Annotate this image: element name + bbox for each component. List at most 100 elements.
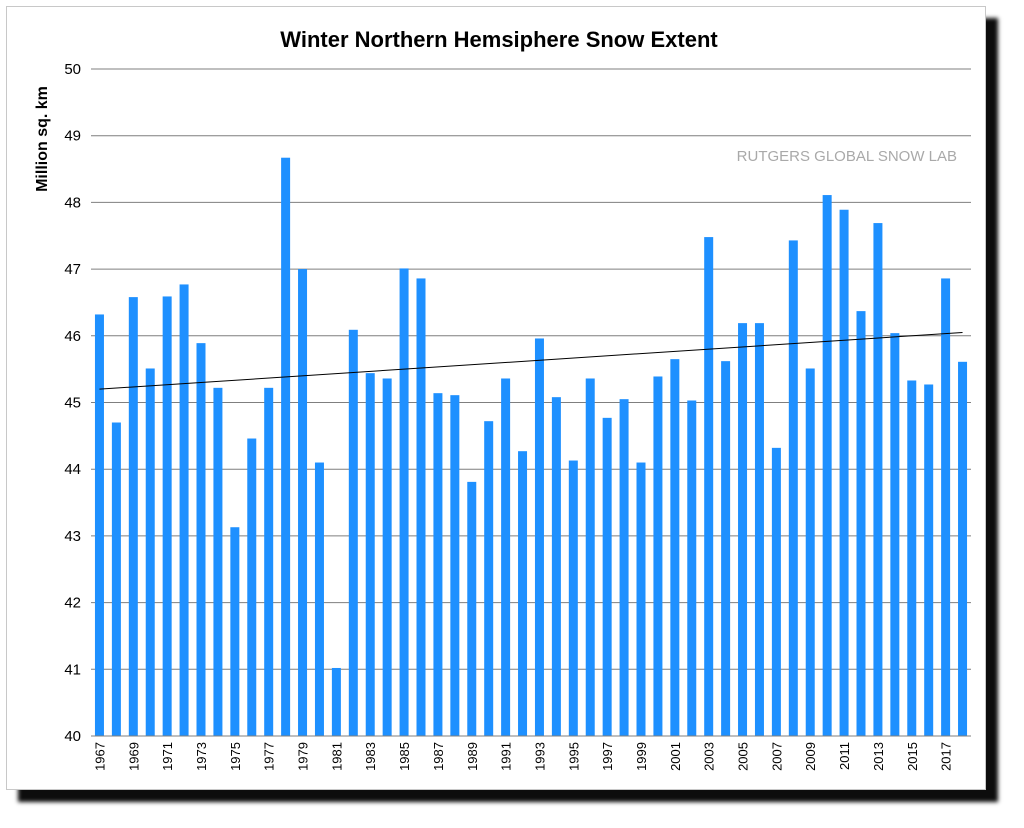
x-tick-label: 1987	[431, 742, 446, 771]
bar-1980	[314, 462, 324, 736]
bar-1991	[501, 378, 511, 736]
bar-1986	[416, 278, 426, 736]
bar-2007	[771, 447, 781, 736]
bar-1970	[145, 368, 155, 736]
x-tick-label: 2013	[871, 742, 886, 771]
y-tick-label: 47	[64, 261, 81, 278]
x-tick-label: 1989	[465, 742, 480, 771]
bar-1990	[484, 421, 494, 736]
bar-2001	[670, 359, 680, 736]
bar-2004	[721, 361, 731, 736]
bar-1971	[162, 296, 172, 736]
y-tick-label: 42	[64, 595, 81, 612]
bar-1988	[450, 395, 460, 736]
x-tick-label: 1995	[566, 742, 581, 771]
y-tick-label: 50	[64, 61, 81, 78]
bar-1992	[518, 451, 528, 736]
bar-1975	[230, 527, 240, 736]
bar-2016	[924, 384, 934, 736]
x-tick-label: 2009	[803, 742, 818, 771]
y-tick-label: 48	[64, 194, 81, 211]
y-tick-labels: 40 41 42 43 44 45 46 47 48 49 50	[64, 61, 81, 745]
bar-2008	[788, 240, 798, 736]
bar-2018	[958, 361, 968, 736]
x-tick-label: 2003	[702, 742, 717, 771]
y-axis-label: Million sq. km	[34, 86, 51, 192]
x-tick-label: 1993	[532, 742, 547, 771]
bar-2014	[890, 333, 900, 736]
bar-1997	[602, 417, 612, 736]
x-tick-label: 1983	[363, 742, 378, 771]
bars	[94, 157, 968, 737]
bar-2009	[805, 368, 815, 736]
y-tick-label: 40	[64, 728, 81, 745]
bar-1973	[196, 343, 206, 736]
x-tick-label: 1979	[296, 742, 311, 771]
bar-2010	[822, 195, 832, 737]
bar-1998	[619, 399, 629, 736]
bar-1985	[399, 268, 409, 736]
bar-1981	[331, 667, 341, 736]
bar-1969	[128, 297, 138, 736]
bar-2006	[754, 323, 764, 736]
bar-1974	[213, 387, 223, 736]
bar-2000	[653, 376, 663, 736]
bar-2017	[941, 278, 951, 736]
x-tick-label: 1991	[499, 742, 514, 771]
bar-1976	[247, 438, 257, 736]
y-tick-label: 45	[64, 395, 81, 412]
x-tick-label: 1971	[160, 742, 175, 771]
bar-1996	[585, 378, 595, 736]
x-tick-label: 1973	[194, 742, 209, 771]
bar-1993	[534, 338, 544, 736]
x-tick-label: 1969	[126, 742, 141, 771]
y-tick-label: 46	[64, 328, 81, 345]
y-tick-label: 44	[64, 461, 81, 478]
x-tick-label: 1985	[397, 742, 412, 771]
bar-1967	[94, 314, 104, 736]
bar-1982	[348, 329, 358, 736]
x-tick-labels: 1967 1969 1971 1973 1975 1977 1979 1981 1983 1985…	[92, 742, 953, 771]
x-tick-label: 2001	[668, 742, 683, 771]
bar-1989	[467, 481, 477, 736]
x-tick-label: 1981	[329, 742, 344, 771]
trendline	[99, 331, 963, 390]
bar-1984	[382, 378, 392, 736]
source-annotation: RUTGERS GLOBAL SNOW LAB	[737, 148, 957, 165]
bar-1978	[281, 157, 291, 736]
x-tick-label: 1975	[228, 742, 243, 771]
bar-2003	[704, 237, 714, 737]
bar-1995	[568, 460, 578, 736]
x-tick-label: 2011	[837, 742, 852, 770]
x-tick-label: 2005	[736, 742, 751, 771]
bar-1977	[264, 387, 274, 736]
bar-2012	[856, 311, 866, 736]
bar-2011	[839, 209, 849, 736]
bar-1999	[636, 462, 646, 736]
bar-1994	[551, 397, 561, 736]
x-tick-label: 2007	[769, 742, 784, 771]
y-tick-label: 41	[64, 661, 81, 678]
bar-2013	[873, 223, 883, 736]
bar-1968	[111, 422, 121, 736]
chart-svg: Winter Northern Hemsiphere Snow Extent M…	[34, 27, 971, 771]
gridlines	[91, 68, 971, 737]
bar-2015	[907, 380, 917, 736]
bar-1987	[433, 393, 443, 736]
x-tick-label: 1997	[600, 742, 615, 771]
x-tick-label: 1977	[262, 742, 277, 771]
trendline-layer	[99, 331, 963, 390]
bar-2002	[687, 400, 697, 736]
x-tick-label: 1967	[92, 742, 107, 771]
chart-frame: Winter Northern Hemsiphere Snow Extent M…	[6, 6, 986, 790]
x-tick-label: 2015	[905, 742, 920, 771]
bar-1972	[179, 284, 189, 736]
bar-1979	[298, 269, 308, 736]
x-tick-label: 1999	[634, 742, 649, 771]
y-tick-label: 43	[64, 528, 81, 545]
x-tick-label: 2017	[939, 742, 954, 771]
chart-title: Winter Northern Hemsiphere Snow Extent	[280, 27, 718, 52]
bar-2005	[738, 323, 748, 736]
bar-1983	[365, 373, 375, 736]
y-tick-label: 49	[64, 128, 81, 145]
